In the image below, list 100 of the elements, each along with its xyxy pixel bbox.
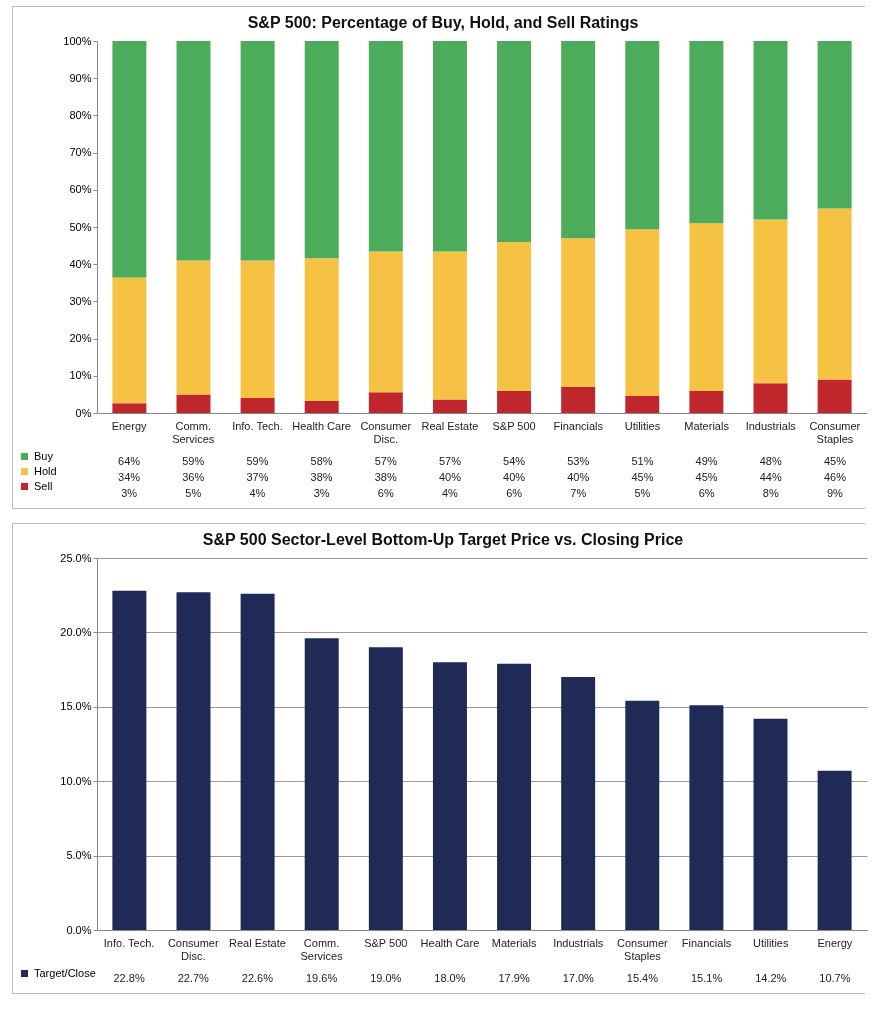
- x-tick-label: S&P 500: [492, 420, 536, 432]
- bar: [753, 383, 788, 413]
- y-tick-label: 0%: [75, 406, 92, 419]
- x-tick-label: Industrials: [745, 420, 797, 432]
- y-tick-label: 15.0%: [60, 700, 92, 713]
- bar: [561, 386, 596, 413]
- bar: [432, 41, 467, 252]
- legend-label: Sell: [34, 479, 53, 492]
- x-tick-label: Consumer Staples: [617, 937, 669, 962]
- bar: [561, 41, 596, 239]
- data-label: 53%: [567, 455, 590, 467]
- x-tick-label: Utilities: [624, 420, 661, 432]
- legend-label: Target/Close: [34, 966, 96, 979]
- data-label: 46%: [823, 471, 847, 483]
- bar: [753, 219, 788, 384]
- x-tick-label: Energy: [817, 937, 853, 949]
- chart-title: S&P 500 Sector-Level Bottom-Up Target Price vs. Closing Price: [202, 531, 684, 548]
- y-tick-label: 70%: [69, 146, 92, 159]
- data-label: 19.0%: [370, 972, 402, 984]
- data-label: 37%: [246, 471, 269, 483]
- legend-label: Buy: [34, 449, 54, 462]
- data-label: 59%: [246, 455, 269, 467]
- x-tick-label: Comm. Services: [172, 420, 215, 445]
- data-label: 58%: [310, 455, 333, 467]
- data-label: 3%: [313, 487, 330, 499]
- bar: [176, 260, 211, 395]
- data-label: 51%: [631, 455, 654, 467]
- data-label: 38%: [310, 471, 333, 483]
- bar: [753, 718, 788, 930]
- bar: [817, 770, 852, 930]
- y-tick-label: 25.0%: [60, 551, 92, 564]
- data-label: 22.6%: [241, 972, 274, 984]
- x-tick-label: Comm. Services: [300, 937, 344, 962]
- x-tick-label: Real Estate: [421, 420, 479, 432]
- legend-label: Hold: [34, 464, 57, 477]
- x-tick-label: Consumer Disc.: [360, 420, 412, 445]
- x-tick-label: Industrials: [553, 937, 604, 949]
- data-label: 5%: [185, 487, 202, 499]
- y-tick-label: 20%: [69, 332, 92, 345]
- data-label: 45%: [631, 471, 654, 483]
- bar: [240, 593, 275, 930]
- bar: [368, 41, 403, 252]
- data-label: 8%: [762, 487, 779, 499]
- data-label: 38%: [374, 471, 397, 483]
- bar: [304, 41, 339, 259]
- data-label: 54%: [503, 455, 526, 467]
- bar: [817, 41, 852, 209]
- data-label: 15.4%: [626, 972, 659, 984]
- x-tick-label: Info. Tech.: [232, 420, 283, 432]
- bar: [112, 277, 147, 404]
- x-tick-label: Materials: [491, 937, 537, 949]
- bar: [689, 223, 724, 391]
- bar: [432, 662, 467, 930]
- chart-title: S&P 500: Percentage of Buy, Hold, and Sell Ratings: [247, 14, 639, 31]
- bar: [304, 258, 339, 401]
- data-label: 5%: [634, 487, 651, 499]
- data-label: 48%: [759, 455, 782, 467]
- y-tick-label: 20.0%: [60, 625, 92, 638]
- data-label: 40%: [567, 471, 590, 483]
- bar: [176, 394, 211, 413]
- x-tick-label: Real Estate: [228, 937, 286, 949]
- data-label: 4%: [249, 487, 266, 499]
- data-label: 57%: [438, 455, 462, 467]
- bar: [689, 705, 724, 930]
- y-tick-label: 90%: [69, 71, 92, 84]
- y-tick-label: 50%: [69, 220, 92, 233]
- x-tick-label: Consumer Staples: [809, 420, 861, 445]
- data-label: 49%: [695, 455, 718, 467]
- bar: [561, 677, 596, 930]
- data-label: 6%: [698, 487, 715, 499]
- bar: [432, 251, 467, 400]
- data-label: 6%: [377, 487, 394, 499]
- x-tick-label: Health Care: [420, 937, 480, 949]
- data-label: 10.7%: [819, 972, 851, 984]
- y-tick-label: 30%: [69, 294, 92, 307]
- y-tick-label: 10%: [69, 369, 92, 382]
- bar: [368, 392, 403, 413]
- data-label: 64%: [118, 455, 141, 467]
- x-tick-label: Financials: [553, 420, 604, 432]
- bar: [432, 399, 467, 413]
- data-label: 17.9%: [498, 972, 530, 984]
- data-label: 7%: [570, 487, 587, 499]
- data-label: 44%: [759, 471, 782, 483]
- bar: [176, 592, 211, 930]
- y-tick-label: 5.0%: [66, 849, 92, 862]
- bar: [497, 41, 532, 242]
- y-tick-label: 0.0%: [66, 923, 92, 936]
- x-tick-label: Utilities: [753, 937, 789, 949]
- data-label: 6%: [506, 487, 523, 499]
- bar: [625, 229, 660, 396]
- bar: [112, 590, 147, 930]
- bar: [497, 663, 532, 930]
- data-label: 4%: [441, 487, 459, 499]
- data-label: 9%: [826, 487, 844, 499]
- x-tick-label: S&P 500: [364, 937, 408, 949]
- bar: [817, 208, 852, 380]
- y-tick-label: 100%: [63, 34, 92, 47]
- data-label: 22.8%: [113, 972, 145, 984]
- bar: [817, 379, 852, 413]
- x-tick-label: Health Care: [292, 420, 351, 432]
